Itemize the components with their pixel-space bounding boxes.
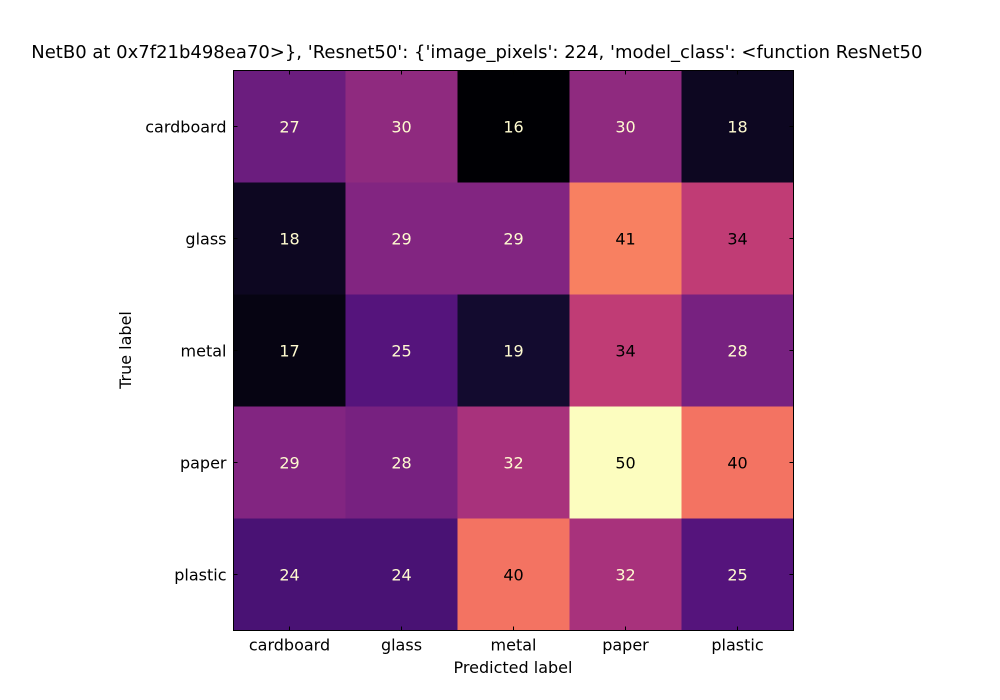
- cell-value-0-4: 18: [727, 118, 747, 137]
- x-tick-labels: cardboard glass metal paper plastic: [249, 636, 764, 655]
- heatmap-cell-3-1: [345, 406, 458, 519]
- cell-value-2-0: 17: [279, 342, 299, 361]
- heatmap-cells: 27 30 16 30 18 18 29 29 41 34 17 25 19 34 28 29 28 32 50 40…: [233, 70, 794, 631]
- heatmap-cell-4-0: [233, 518, 346, 631]
- heatmap-cell-2-2: [457, 294, 570, 407]
- cell-value-0-0: 27: [279, 118, 299, 137]
- heatmap-cell-1-1: [345, 182, 458, 295]
- heatmap-cell-3-3: [569, 406, 682, 519]
- heatmap-cell-2-3: [569, 294, 682, 407]
- cell-value-1-0: 18: [279, 230, 299, 249]
- cell-value-4-4: 25: [727, 566, 747, 585]
- x-tick-label-paper: paper: [602, 636, 649, 655]
- heatmap-cell-1-0: [233, 182, 346, 295]
- chart-title: NetB0 at 0x7f21b498ea70>}, 'Resnet50': {…: [0, 42, 1000, 72]
- cell-value-4-1: 24: [391, 566, 411, 585]
- cell-value-2-4: 28: [727, 342, 747, 361]
- heatmap-cell-2-0: [233, 294, 346, 407]
- cell-value-2-2: 19: [503, 342, 523, 361]
- heatmap-cell-0-1: [345, 70, 458, 183]
- x-tick-label-cardboard: cardboard: [249, 636, 330, 655]
- heatmap-cell-2-1: [345, 294, 458, 407]
- heatmap-cell-0-0: [233, 70, 346, 183]
- x-tick-label-plastic: plastic: [711, 636, 763, 655]
- heatmap-cell-0-3: [569, 70, 682, 183]
- cell-value-1-1: 29: [391, 230, 411, 249]
- x-tick-label-metal: metal: [491, 636, 537, 655]
- heatmap-cell-1-3: [569, 182, 682, 295]
- y-tick-labels: cardboard glass metal paper plastic: [145, 118, 227, 585]
- heatmap-cell-1-2: [457, 182, 570, 295]
- y-tick-label-metal: metal: [181, 342, 227, 361]
- cell-value-1-3: 41: [615, 230, 635, 249]
- cell-value-3-3: 50: [615, 454, 635, 473]
- y-tick-label-cardboard: cardboard: [145, 118, 226, 137]
- heatmap-cell-3-4: [681, 406, 794, 519]
- axis-ticks: [233, 70, 794, 631]
- cell-value-0-1: 30: [391, 118, 411, 137]
- heatmap-cell-3-2: [457, 406, 570, 519]
- cell-value-4-3: 32: [615, 566, 635, 585]
- cell-value-1-4: 34: [727, 230, 747, 249]
- heatmap-cell-4-4: [681, 518, 794, 631]
- cell-value-0-3: 30: [615, 118, 635, 137]
- cell-value-4-0: 24: [279, 566, 299, 585]
- x-tick-label-glass: glass: [381, 636, 422, 655]
- heatmap-cell-2-4: [681, 294, 794, 407]
- cell-value-4-2: 40: [503, 566, 523, 585]
- cell-value-3-1: 28: [391, 454, 411, 473]
- heatmap-cell-3-0: [233, 406, 346, 519]
- chart-title-text: NetB0 at 0x7f21b498ea70>}, 'Resnet50': {…: [31, 42, 923, 63]
- heatmap-cell-1-4: [681, 182, 794, 295]
- cell-value-3-4: 40: [727, 454, 747, 473]
- x-axis-label: Predicted label: [454, 658, 573, 677]
- heatmap-cell-4-1: [345, 518, 458, 631]
- heatmap-cell-0-2: [457, 70, 570, 183]
- cell-value-3-2: 32: [503, 454, 523, 473]
- y-axis-label: True label: [116, 311, 135, 390]
- cell-value-3-0: 29: [279, 454, 299, 473]
- cell-value-2-3: 34: [615, 342, 635, 361]
- cell-value-1-2: 29: [503, 230, 523, 249]
- cell-value-2-1: 25: [391, 342, 411, 361]
- heatmap-cell-4-3: [569, 518, 682, 631]
- y-tick-label-glass: glass: [185, 230, 226, 249]
- heatmap-cell-0-4: [681, 70, 794, 183]
- y-tick-label-paper: paper: [180, 454, 227, 473]
- cell-value-0-2: 16: [503, 118, 523, 137]
- y-tick-label-plastic: plastic: [174, 566, 226, 585]
- heatmap-cell-4-2: [457, 518, 570, 631]
